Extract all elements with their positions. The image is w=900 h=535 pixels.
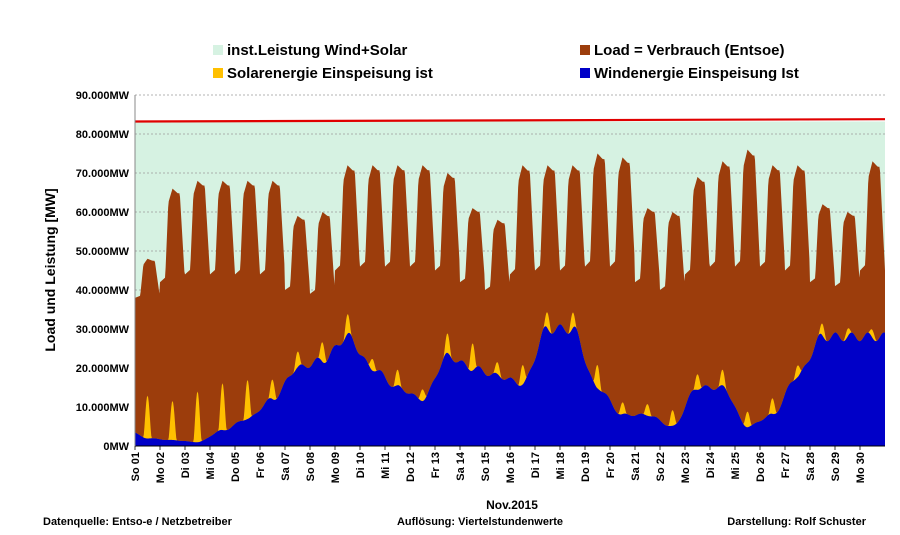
x-tick-label: Mo 30 [855, 452, 867, 483]
x-tick-label: Mo 02 [155, 452, 167, 483]
x-tick-label: Mo 16 [505, 452, 517, 483]
x-tick-label: Di 24 [705, 451, 717, 478]
y-tick-label: 70.000MW [76, 168, 130, 180]
legend-label-wind: Windenergie Einspeisung Ist [594, 65, 799, 82]
x-tick-label: Di 10 [355, 452, 367, 478]
wind-area [135, 324, 885, 446]
x-tick-label: Mo 23 [680, 452, 692, 483]
x-axis-label: Nov.2015 [486, 498, 538, 512]
y-tick-label: 50.000MW [76, 246, 130, 258]
legend-label-solar: Solarenergie Einspeisung ist [227, 65, 433, 82]
legend-swatch-load [580, 45, 590, 55]
x-tick-label: Mo 09 [330, 452, 342, 483]
x-tick-label: Fr 20 [605, 452, 617, 478]
legend-swatch-installed [213, 45, 223, 55]
x-tick-label: Do 12 [405, 452, 417, 482]
footer-author: Darstellung: Rolf Schuster [727, 516, 866, 528]
installed-capacity-line [134, 118, 886, 123]
x-tick-label: Mi 18 [555, 452, 567, 480]
x-tick-label: Fr 06 [255, 452, 267, 478]
x-ticks: So 01 Mo 02 Di 03 Mi 04 Do 05 Fr 06 Sa 07 So 08… [130, 446, 867, 483]
y-tick-label: 60.000MW [76, 207, 130, 219]
x-tick-label: Mi 25 [730, 452, 742, 480]
y-axis-label: Load und Leistung [MW] [42, 188, 58, 351]
legend-swatch-wind [580, 68, 590, 78]
x-tick-label: Sa 14 [455, 451, 467, 481]
legend-swatch-solar [213, 68, 223, 78]
x-tick-label: So 08 [305, 452, 317, 481]
x-tick-label: Do 19 [580, 452, 592, 482]
x-tick-label: Di 17 [530, 452, 542, 478]
footer-source: Datenquelle: Entso-e / Netzbetreiber [43, 516, 233, 528]
y-tick-label: 20.000MW [76, 363, 130, 375]
x-tick-label: So 15 [480, 452, 492, 481]
x-tick-label: So 22 [655, 452, 667, 481]
x-tick-label: Fr 27 [780, 452, 792, 478]
x-tick-label: Sa 07 [280, 452, 292, 481]
x-tick-label: Mi 11 [380, 452, 392, 479]
legend: inst.Leistung Wind+Solar Load = Verbrauc… [213, 42, 799, 82]
x-tick-label: Do 05 [230, 452, 242, 482]
x-tick-label: Sa 28 [805, 452, 817, 481]
y-tick-label: 40.000MW [76, 285, 130, 297]
x-tick-label: So 29 [830, 452, 842, 481]
y-tick-label: 30.000MW [76, 324, 130, 336]
x-tick-label: Fr 13 [430, 452, 442, 478]
x-tick-label: Do 26 [755, 452, 767, 482]
footer-resolution: Auflösung: Viertelstundenwerte [397, 516, 563, 528]
legend-label-installed: inst.Leistung Wind+Solar [227, 42, 407, 59]
x-tick-label: Sa 21 [630, 452, 642, 481]
y-tick-label: 10.000MW [76, 402, 130, 414]
x-tick-label: Mi 04 [205, 451, 217, 479]
y-tick-label: 0MW [103, 441, 129, 453]
y-tick-label: 90.000MW [76, 90, 130, 102]
legend-label-load: Load = Verbrauch (Entsoe) [594, 42, 784, 59]
y-ticks: 0MW 10.000MW 20.000MW 30.000MW 40.000MW 50.00… [76, 90, 130, 453]
y-tick-label: 80.000MW [76, 129, 130, 141]
x-tick-label: Di 03 [180, 452, 192, 478]
plot-area [134, 94, 886, 447]
x-tick-label: So 01 [130, 452, 142, 481]
